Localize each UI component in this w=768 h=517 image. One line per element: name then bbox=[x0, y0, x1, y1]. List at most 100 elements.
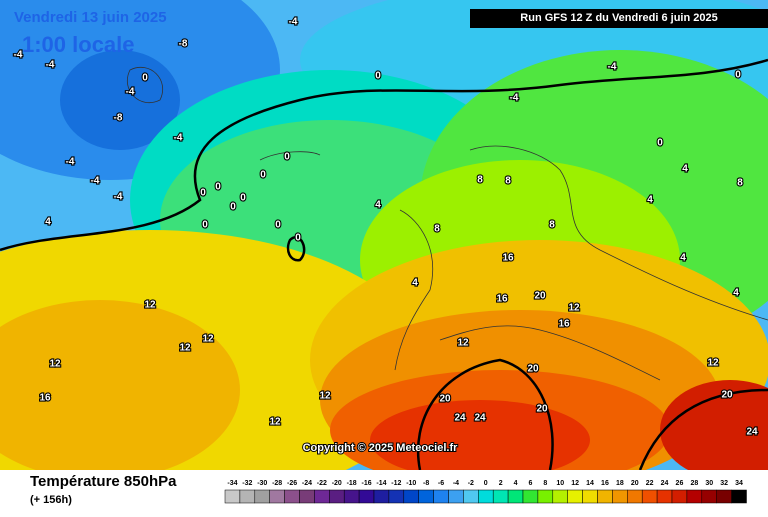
scale-swatch bbox=[671, 489, 688, 504]
contour-label: 0 bbox=[735, 70, 741, 81]
scale-label: -10 bbox=[406, 480, 416, 487]
scale-swatch bbox=[388, 489, 405, 504]
scale-label: 24 bbox=[661, 480, 669, 487]
contour-label: 0 bbox=[295, 233, 301, 244]
scale-label: 18 bbox=[616, 480, 624, 487]
contour-label: 8 bbox=[505, 176, 511, 187]
scale-label: -18 bbox=[347, 480, 357, 487]
twenty-isotherm bbox=[416, 358, 768, 471]
contour-label: -4 bbox=[66, 157, 75, 168]
scale-swatch bbox=[507, 489, 524, 504]
contour-label: 4 bbox=[682, 164, 688, 175]
scale-label: -34 bbox=[227, 480, 237, 487]
scale-label: -6 bbox=[438, 480, 444, 487]
footer-lead: (+ 156h) bbox=[30, 494, 72, 506]
scale-swatch bbox=[314, 489, 330, 504]
contour-label: 12 bbox=[457, 338, 469, 349]
contour-label: 0 bbox=[215, 182, 221, 193]
contour-label: 16 bbox=[502, 253, 514, 264]
contour-label: -4 bbox=[289, 17, 298, 28]
scale-swatch bbox=[373, 489, 390, 504]
scale-label: -28 bbox=[272, 480, 282, 487]
contour-label: 0 bbox=[240, 193, 246, 204]
contour-label: -4 bbox=[174, 133, 183, 144]
contour-label: -4 bbox=[46, 60, 55, 71]
scale-label: 4 bbox=[514, 480, 518, 487]
scale-swatch bbox=[612, 489, 628, 504]
scale-label: 10 bbox=[556, 480, 564, 487]
contour-label: 16 bbox=[496, 294, 508, 305]
scale-swatch bbox=[567, 489, 583, 504]
scale-swatch bbox=[492, 489, 509, 504]
scale-label: -24 bbox=[302, 480, 312, 487]
scale-label: -20 bbox=[332, 480, 342, 487]
contour-label: 8 bbox=[434, 224, 440, 235]
scale-swatch bbox=[239, 489, 256, 504]
contour-label: 0 bbox=[657, 138, 663, 149]
scale-label: 32 bbox=[720, 480, 728, 487]
run-info: Run GFS 12 Z du Vendredi 6 juin 2025 bbox=[520, 12, 717, 24]
zero-isotherm bbox=[0, 58, 768, 262]
contour-label: -8 bbox=[114, 113, 123, 124]
coastlines bbox=[127, 67, 768, 381]
contour-label: 20 bbox=[536, 404, 548, 415]
contour-label: 20 bbox=[439, 394, 451, 405]
scale-label: 6 bbox=[528, 480, 532, 487]
contour-label: 8 bbox=[549, 220, 555, 231]
scale-label: -14 bbox=[376, 480, 386, 487]
scale-label: -26 bbox=[287, 480, 297, 487]
contour-label: 12 bbox=[707, 358, 719, 369]
contour-label: 0 bbox=[142, 73, 148, 84]
scale-swatch bbox=[597, 489, 613, 504]
contour-label: 4 bbox=[45, 217, 51, 228]
contour-label: 16 bbox=[39, 393, 51, 404]
scale-swatch bbox=[641, 489, 658, 504]
scale-label: -16 bbox=[361, 480, 371, 487]
scale-swatch bbox=[627, 489, 643, 504]
contour-label: 8 bbox=[737, 178, 743, 189]
scale-label: 8 bbox=[543, 480, 547, 487]
contour-label: 12 bbox=[49, 359, 61, 370]
contour-label: 4 bbox=[733, 288, 739, 299]
forecast-time: 1:00 locale bbox=[22, 32, 135, 57]
scale-swatch bbox=[284, 489, 300, 504]
scale-swatch bbox=[343, 489, 360, 504]
contour-label: 20 bbox=[721, 390, 733, 401]
scale-label: 0 bbox=[484, 480, 488, 487]
scale-swatch bbox=[731, 489, 747, 504]
scale-label: -12 bbox=[391, 480, 401, 487]
contour-label: 24 bbox=[454, 413, 466, 424]
scale-label: -30 bbox=[257, 480, 267, 487]
scale-label: 20 bbox=[631, 480, 639, 487]
scale-swatch bbox=[269, 489, 285, 504]
scale-swatch bbox=[448, 489, 464, 504]
scale-swatch bbox=[463, 489, 479, 504]
contour-label: 4 bbox=[680, 253, 686, 264]
contour-label: 0 bbox=[230, 202, 236, 213]
run-banner bbox=[470, 9, 768, 28]
scale-label: 34 bbox=[735, 480, 743, 487]
contour-label: 16 bbox=[558, 319, 570, 330]
contour-label: 0 bbox=[202, 220, 208, 231]
contour-label: 0 bbox=[375, 71, 381, 82]
footer-title: Température 850hPa bbox=[30, 473, 177, 490]
contour-label: 0 bbox=[275, 220, 281, 231]
scale-swatch bbox=[656, 489, 673, 504]
scale-swatch bbox=[686, 489, 703, 504]
scale-label: 14 bbox=[586, 480, 594, 487]
contour-label: 8 bbox=[477, 175, 483, 186]
scale-label: -4 bbox=[453, 480, 459, 487]
contour-label: 4 bbox=[375, 200, 381, 211]
scale-label: 26 bbox=[676, 480, 684, 487]
scale-label: 16 bbox=[601, 480, 609, 487]
contour-label: -4 bbox=[91, 176, 100, 187]
scale-swatch bbox=[478, 489, 494, 504]
contour-label: 20 bbox=[534, 291, 546, 302]
contour-label: 12 bbox=[144, 300, 156, 311]
scale-swatch bbox=[329, 489, 345, 504]
scale-swatch bbox=[299, 489, 315, 504]
scale-swatch bbox=[552, 489, 568, 504]
contour-label: 12 bbox=[319, 391, 331, 402]
